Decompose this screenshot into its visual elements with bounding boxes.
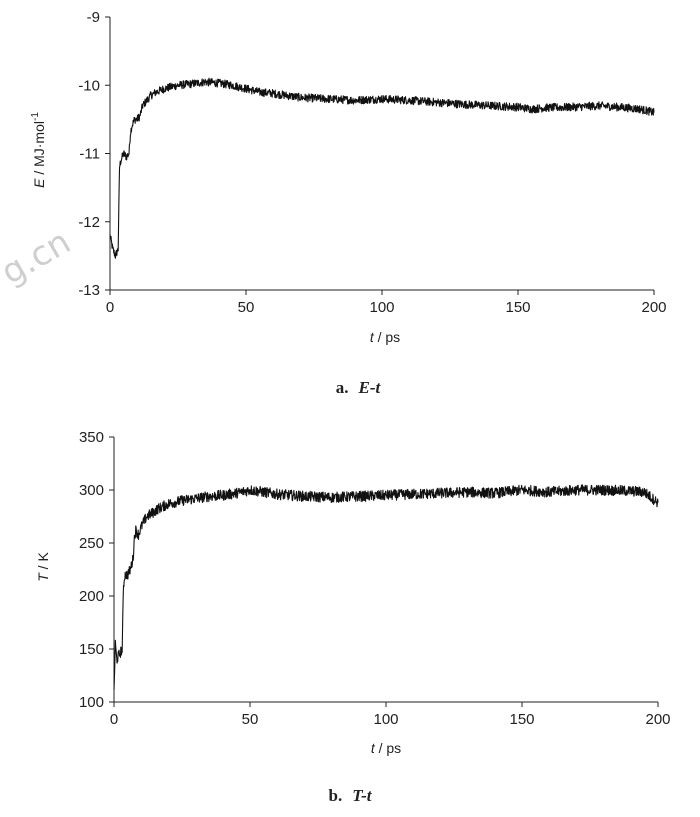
x-tick-label-0: 200 <box>641 299 666 316</box>
watermark: g.cn <box>0 222 77 293</box>
x-tick-label-0: 150 <box>505 299 530 316</box>
y-tick-label-0: -13 <box>78 282 100 299</box>
y-tick-label-1: 100 <box>79 694 104 711</box>
y-tick-label-0: -11 <box>79 146 100 163</box>
y-tick-label-0: -9 <box>87 9 100 26</box>
chart-panel-a: 0 50 100 150 200-13-12-11-10-9 E / MJ·mol-1 … <box>30 9 667 397</box>
y-tick-label-0: -12 <box>78 214 100 231</box>
caption-b: b. T-t <box>329 786 373 805</box>
x-tick-label-1: 0 <box>110 711 118 728</box>
y-tick-label-1: 200 <box>79 588 104 605</box>
x-tick-label-0: 0 <box>106 299 114 316</box>
x-tick-label-0: 50 <box>238 299 255 316</box>
y-tick-label-1: 250 <box>79 535 104 552</box>
x-tick-label-0: 100 <box>369 299 394 316</box>
plot-area-a: 0 50 100 150 200 -13 -12 -11 -10 -9 <box>78 9 666 316</box>
x-axis-label-a: t / ps <box>370 329 400 345</box>
y-tick-label-1: 300 <box>79 482 104 499</box>
y-tick-label-0: -10 <box>78 77 100 94</box>
y-tick-label-1: 150 <box>79 641 104 658</box>
series-line-1-0 <box>113 484 659 691</box>
y-axis-label-b: T / K <box>35 552 51 582</box>
plot-area-b: 0 50 100 150 200 100 150 200 250 300 350 <box>79 429 671 728</box>
chart-panel-b: 0 50 100 150 200 100 150 200 250 300 350 T / K t /… <box>35 429 671 805</box>
series-line-0-0 <box>109 77 655 259</box>
caption-a: a. E-t <box>336 378 382 397</box>
x-axis-label-b: t / ps <box>371 740 401 756</box>
x-tick-label-1: 50 <box>242 711 259 728</box>
x-tick-label-1: 200 <box>645 711 670 728</box>
x-tick-label-1: 100 <box>373 711 398 728</box>
y-tick-label-1: 350 <box>79 429 104 446</box>
x-tick-label-1: 150 <box>509 711 534 728</box>
y-axis-label-a: E / MJ·mol-1 <box>30 112 47 188</box>
